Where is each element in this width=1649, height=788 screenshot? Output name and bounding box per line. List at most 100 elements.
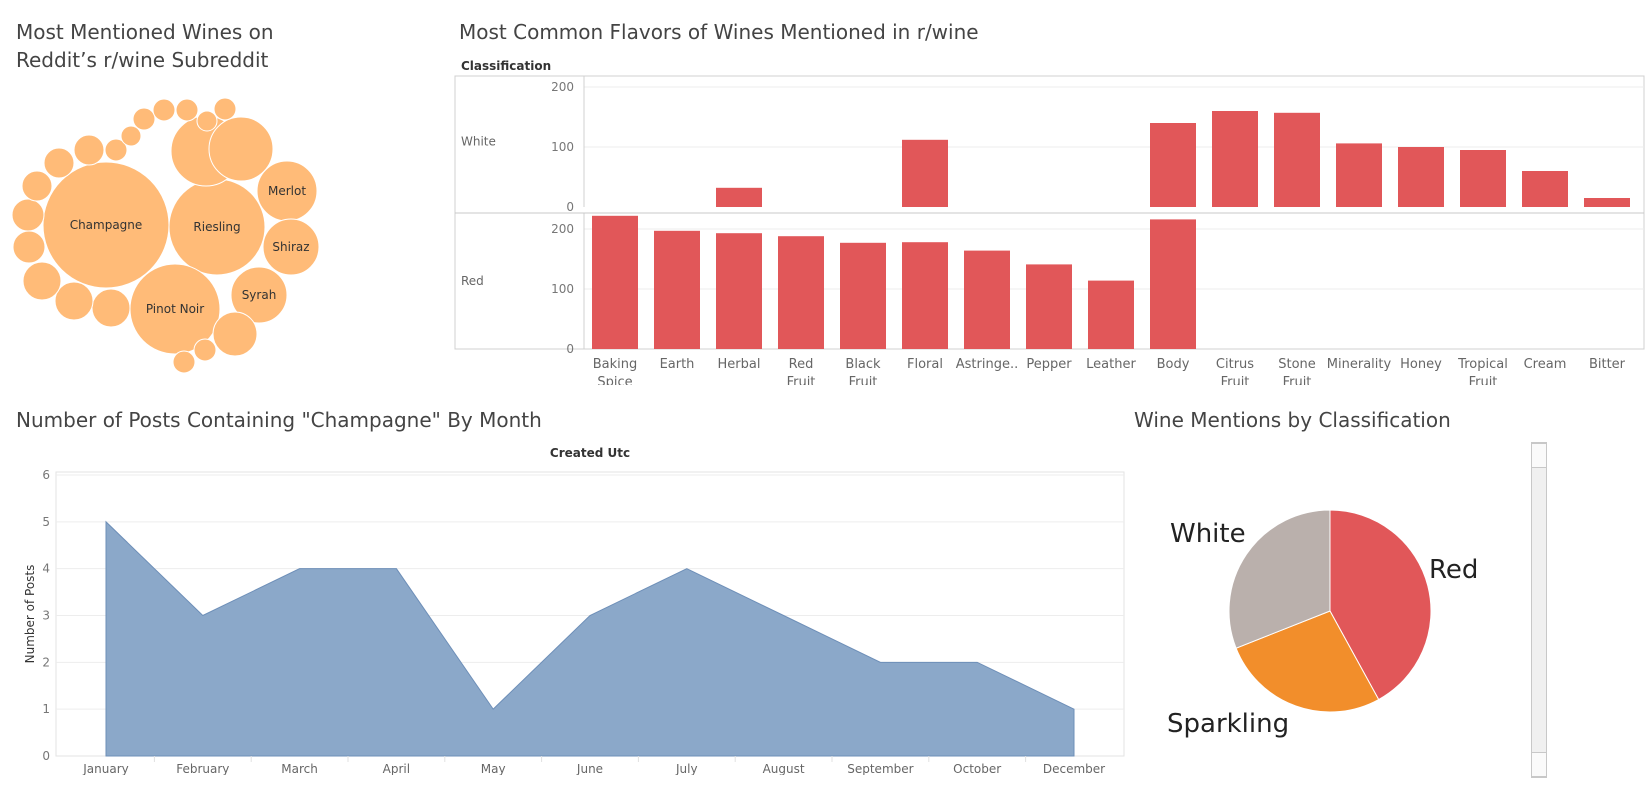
- flavor-bar: [840, 242, 886, 349]
- wine-bubble-label: Merlot: [268, 184, 306, 198]
- y-tick-label: 200: [551, 222, 574, 236]
- wine-bubble-label: Pinot Noir: [146, 302, 204, 316]
- x-category-label: Cream: [1524, 357, 1567, 372]
- wine-bubble: [91, 288, 131, 328]
- wine-bubble-label: Champagne: [70, 218, 143, 232]
- x-category-label: Honey: [1400, 357, 1442, 372]
- y-tick-label: 4: [42, 562, 50, 576]
- flavor-bar: [716, 187, 762, 207]
- flavor-bar-chart: Classification White 0 100 200 Red 0 100 200 Baki…: [454, 59, 1645, 385]
- flavor-bar: [1398, 147, 1444, 207]
- x-month-label: October: [953, 762, 1001, 775]
- y-axis-title: Number of Posts: [23, 565, 37, 664]
- wine-bubble: [120, 125, 142, 147]
- flavor-bar: [1522, 171, 1568, 207]
- x-category-label: Baking Spice: [593, 357, 638, 385]
- pie-label-sparkling: Sparkling: [1167, 709, 1289, 739]
- wine-bubble: [21, 170, 53, 202]
- wine-bubble: [196, 110, 218, 132]
- wine-bubble-label: Shiraz: [272, 240, 309, 254]
- flavor-bar: [1026, 264, 1072, 349]
- x-month-label: February: [176, 762, 229, 775]
- row-label-red: Red: [461, 274, 484, 288]
- wine-bubble-label: Riesling: [193, 220, 240, 234]
- wine-bubble: [193, 338, 217, 362]
- x-category-label: Tropical Fruit: [1457, 357, 1508, 385]
- wine-bubble: [175, 98, 199, 122]
- wine-bubble: [132, 107, 156, 131]
- flavor-bar: [1336, 143, 1382, 207]
- bubble-title-line2: Reddit’s r/wine Subreddit: [16, 48, 269, 72]
- wine-bubble: [212, 311, 258, 357]
- wine-bubble: [43, 147, 75, 179]
- x-month-label: June: [576, 762, 603, 775]
- classification-pie-chart: Red Sparkling White: [1167, 509, 1478, 739]
- bubble-chart: Champagne Riesling Pinot Noir Merlot Shiraz S…: [11, 97, 320, 374]
- wine-bubble: [262, 218, 320, 276]
- y-tick-label: 6: [42, 468, 50, 482]
- pie-label-white: White: [1170, 519, 1246, 549]
- area-chart-title: Number of Posts Containing "Champagne" B…: [16, 408, 542, 432]
- pie-label-red: Red: [1429, 555, 1478, 585]
- x-month-label: August: [763, 762, 805, 775]
- wine-bubble: [73, 134, 105, 166]
- x-category-label: Leather: [1086, 357, 1136, 372]
- champagne-area-chart: Created Utc 0 1 2 3 4 5 6 Number of Posts January…: [23, 446, 1125, 775]
- x-category-label: Astringe..: [956, 357, 1018, 372]
- created-utc-header: Created Utc: [550, 446, 630, 460]
- flavor-chart-title: Most Common Flavors of Wines Mentioned i…: [459, 20, 979, 44]
- classification-header: Classification: [461, 59, 551, 73]
- x-category-label: Bitter: [1589, 357, 1626, 372]
- x-category-label: Citrus Fruit: [1216, 357, 1254, 385]
- y-tick-label: 100: [551, 140, 574, 154]
- wine-bubble-label: Syrah: [242, 288, 277, 302]
- champagne-area: [105, 520, 1075, 757]
- x-month-label: March: [281, 762, 318, 775]
- flavor-bar: [902, 242, 948, 349]
- flavor-bar: [716, 233, 762, 349]
- bubble-chart-title: Most Mentioned Wines on Reddit’s r/wine …: [16, 18, 274, 74]
- flavor-bar: [964, 250, 1010, 349]
- y-tick-label: 0: [42, 749, 50, 763]
- flavor-bar: [902, 139, 948, 207]
- x-category-label: Minerality: [1327, 357, 1392, 372]
- legend-scrollbar[interactable]: [1531, 442, 1547, 778]
- x-category-label: Stone Fruit: [1278, 357, 1316, 385]
- y-tick-label: 100: [551, 282, 574, 296]
- x-category-label: Body: [1157, 357, 1190, 372]
- flavor-bar: [654, 230, 700, 349]
- y-tick-label: 0: [566, 200, 574, 214]
- flavor-bar: [778, 236, 824, 349]
- flavor-bar: [1088, 280, 1134, 349]
- wine-bubble: [230, 266, 288, 324]
- x-category-label: Earth: [660, 357, 695, 372]
- x-month-label: July: [675, 762, 698, 775]
- bubble-title-line1: Most Mentioned Wines on: [16, 20, 274, 44]
- pie-slice-white: [1228, 509, 1331, 649]
- flavor-bar: [1212, 111, 1258, 207]
- scroll-down-button[interactable]: [1531, 752, 1547, 777]
- x-category-label: Red Fruit: [787, 357, 816, 385]
- wine-bubble: [208, 116, 274, 182]
- y-tick-label: 3: [42, 609, 50, 623]
- flavor-bar: [1150, 219, 1196, 349]
- wine-bubble: [152, 98, 176, 122]
- wine-bubble: [213, 97, 237, 121]
- x-category-label: Black Fruit: [845, 357, 881, 385]
- flavor-bar: [1460, 150, 1506, 207]
- wine-bubble: [12, 230, 46, 264]
- x-category-label: Herbal: [718, 357, 761, 372]
- x-category-label: Floral: [907, 357, 943, 372]
- flavor-bar: [1150, 123, 1196, 207]
- x-category-label: Pepper: [1026, 357, 1072, 372]
- y-tick-label: 5: [42, 515, 50, 529]
- x-month-label: December: [1043, 762, 1105, 775]
- scroll-up-button[interactable]: [1531, 443, 1547, 468]
- wine-bubble: [104, 138, 128, 162]
- pie-slice-red: [1329, 509, 1432, 701]
- flavor-bar: [1274, 112, 1320, 207]
- y-tick-label: 1: [42, 702, 50, 716]
- y-tick-label: 2: [42, 655, 50, 669]
- x-month-label: September: [847, 762, 913, 775]
- pie-slice-sparkling: [1235, 610, 1380, 713]
